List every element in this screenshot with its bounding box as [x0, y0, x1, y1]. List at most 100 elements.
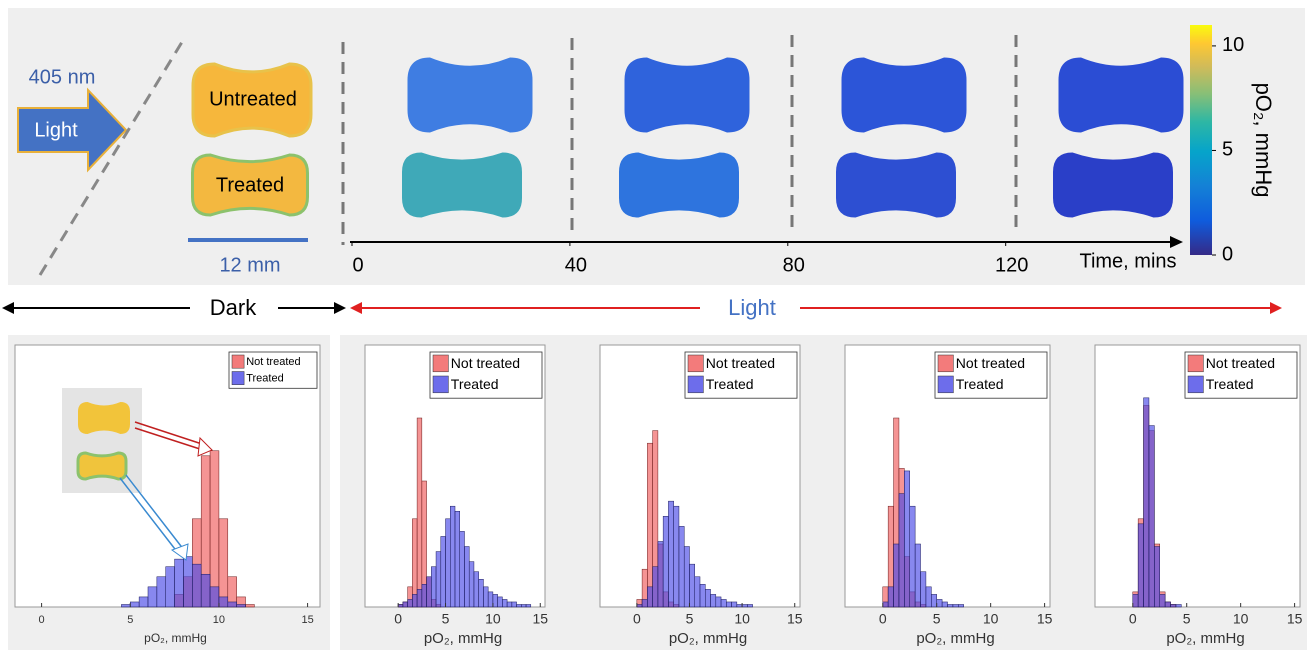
histogram-bar	[936, 599, 943, 608]
histogram-bar	[502, 599, 508, 608]
histogram-bar	[431, 566, 437, 608]
histogram-bar	[705, 589, 711, 608]
histogram-bar	[218, 596, 229, 608]
histogram-bar	[511, 601, 517, 608]
histogram-bar	[726, 601, 732, 608]
histogram-bar	[497, 596, 503, 608]
histogram-bar	[909, 505, 916, 608]
histogram-bar	[720, 599, 727, 608]
legend-swatch	[1187, 375, 1204, 394]
legend-label: Not treated	[706, 355, 775, 371]
histogram-bar	[1154, 546, 1160, 608]
histogram-bar	[898, 493, 905, 608]
sample-label: Treated	[216, 174, 284, 196]
legend-swatch	[1187, 354, 1204, 373]
histogram-bar	[521, 604, 527, 608]
histogram-bar	[636, 604, 643, 608]
histogram-bar	[525, 604, 532, 608]
x-tick-label: 10	[1233, 611, 1249, 627]
histogram-bar	[454, 510, 460, 608]
histogram-bar	[941, 601, 948, 608]
histogram-bar	[450, 505, 456, 608]
dark-arrow	[2, 302, 346, 314]
time-tick-label: 80	[783, 254, 805, 276]
histogram-bar	[1159, 594, 1166, 608]
sample-map	[402, 152, 522, 218]
histogram-bar	[245, 604, 255, 608]
x-tick-label: 0	[633, 611, 641, 627]
histogram-bar	[1143, 397, 1150, 608]
histogram-bar	[426, 576, 432, 608]
histogram-bar	[931, 594, 937, 608]
histogram-bar	[699, 584, 706, 608]
sample-map	[191, 62, 313, 138]
histogram-bar	[710, 594, 717, 608]
histogram-bar	[652, 566, 659, 608]
time-arrow-head	[1170, 236, 1183, 248]
x-axis-label: pO₂, mmHg	[669, 630, 747, 647]
histogram-bar	[736, 604, 743, 608]
legend-label: Not treated	[451, 355, 520, 371]
histogram-bar	[183, 556, 193, 608]
sample-map	[1053, 152, 1173, 218]
colorbar-tick-label: 0	[1222, 243, 1233, 265]
x-tick-label: 15	[532, 611, 548, 627]
legend	[1184, 351, 1298, 399]
inset-arrow	[134, 421, 206, 451]
histogram-bar	[747, 604, 753, 608]
histogram-bar	[421, 584, 427, 608]
sample-map	[619, 152, 739, 218]
legend	[684, 351, 798, 399]
top-panel	[8, 8, 1305, 285]
sample-map	[1058, 57, 1184, 133]
histogram-bar	[1175, 604, 1182, 608]
legend-swatch	[937, 375, 954, 394]
x-axis-label: pO₂, mmHg	[144, 631, 207, 645]
histogram-bar	[416, 589, 423, 608]
sample-map	[841, 57, 967, 133]
wavelength: 405 nm	[29, 66, 96, 88]
light-arrow	[17, 87, 128, 173]
sample-map	[407, 57, 533, 133]
sample-map	[78, 402, 130, 434]
arrow-head	[334, 302, 346, 314]
histogram-bar	[435, 551, 442, 608]
histogram-bar	[1164, 601, 1171, 608]
arrow-head	[350, 302, 362, 314]
arrow-head	[1270, 302, 1282, 314]
light-label: Light	[34, 119, 78, 141]
time-tick-label: 40	[565, 254, 587, 276]
histogram-bar	[440, 536, 446, 608]
histogram-bar	[641, 599, 648, 608]
legend	[429, 351, 543, 399]
histogram-bar	[412, 518, 418, 608]
histogram-bar	[741, 604, 748, 608]
histogram-bar	[1137, 523, 1144, 608]
histogram-bar	[209, 586, 220, 608]
histogram-bar	[882, 601, 889, 608]
histogram-bar	[209, 450, 220, 608]
colorbar	[1190, 25, 1212, 255]
x-tick-label: 15	[1037, 611, 1053, 627]
arrow-head	[2, 302, 14, 314]
legend-swatch	[231, 371, 245, 385]
histogram-bar	[904, 470, 910, 608]
x-tick-label: 5	[686, 611, 694, 627]
histogram-bar	[731, 601, 738, 608]
light-arrow-line	[350, 302, 1282, 314]
histogram-bar	[397, 604, 404, 608]
colorbar-tick-label: 5	[1222, 139, 1233, 161]
histogram-bar	[416, 417, 423, 608]
histogram-bar	[492, 594, 498, 608]
histogram-bar	[402, 601, 408, 608]
histogram-bar	[925, 586, 932, 608]
histogram-bar	[473, 571, 479, 608]
histogram-bar	[678, 526, 685, 608]
x-tick-label: 5	[442, 611, 450, 627]
x-tick-label: 10	[734, 611, 750, 627]
histogram-bar	[694, 576, 701, 608]
legend-swatch	[432, 375, 449, 394]
x-tick-label: 5	[127, 614, 133, 626]
inset-arrow-head	[197, 436, 213, 457]
histogram-bar	[516, 604, 522, 608]
